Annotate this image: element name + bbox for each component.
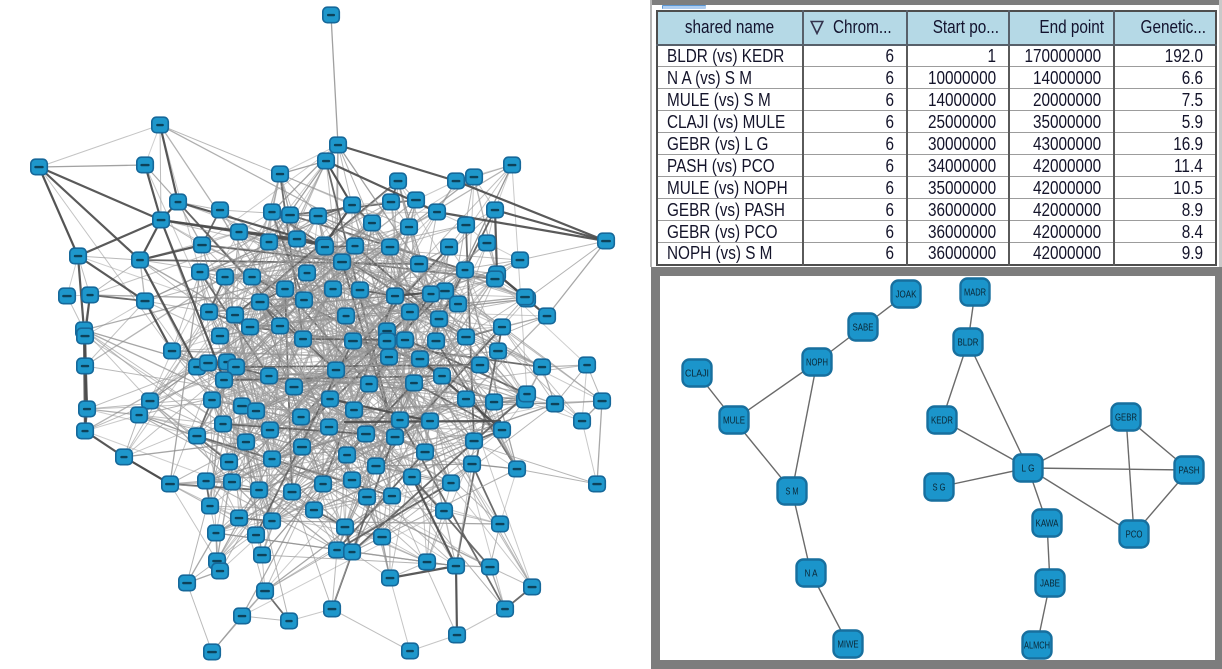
svg-text:JOAK: JOAK (896, 289, 917, 301)
svg-text:MADR: MADR (964, 287, 986, 299)
svg-text:BLDR: BLDR (958, 337, 979, 349)
svg-text:ALMCH: ALMCH (1024, 640, 1050, 652)
svg-text:CLAJI: CLAJI (685, 368, 709, 380)
svg-text:NOPH: NOPH (806, 357, 828, 369)
svg-text:KEDR: KEDR (931, 415, 953, 427)
svg-text:PCO: PCO (1126, 529, 1143, 541)
svg-text:MIWE: MIWE (838, 639, 859, 651)
svg-text:SABE: SABE (853, 322, 874, 334)
svg-text:JABE: JABE (1040, 578, 1060, 590)
svg-text:L G: L G (1022, 463, 1035, 475)
svg-text:MULE: MULE (723, 415, 745, 427)
svg-text:N A: N A (805, 568, 818, 580)
svg-text:S G: S G (933, 482, 946, 494)
svg-text:GEBR: GEBR (1115, 412, 1137, 424)
svg-text:S M: S M (786, 486, 799, 498)
svg-text:PASH: PASH (1179, 465, 1200, 477)
svg-text:KAWA: KAWA (1036, 518, 1059, 530)
